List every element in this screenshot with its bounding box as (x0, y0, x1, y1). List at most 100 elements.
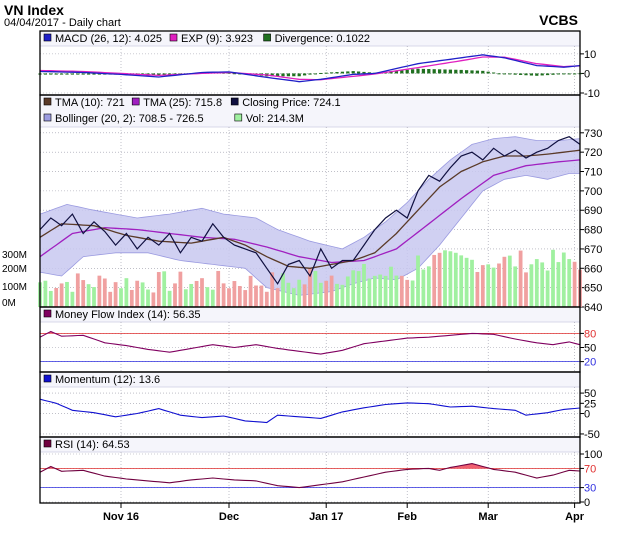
volume-bar-20 (146, 289, 150, 307)
volume-bar-28 (189, 283, 194, 307)
volume-bar-37 (237, 286, 242, 307)
divergence-bar-87 (508, 73, 512, 75)
volume-bar-62 (372, 275, 377, 307)
x-tick-label-1: Dec (219, 511, 239, 523)
y-tick-label-mfi-2: 20 (584, 357, 596, 369)
data-source: VCBS (539, 12, 578, 28)
volume-bar-3 (54, 287, 59, 307)
volume-bar-43 (270, 272, 275, 307)
y-tick-label-price-7: 660 (584, 263, 602, 275)
volume-bar-78 (459, 255, 464, 307)
y-tick-label-momentum-0: 50 (584, 388, 596, 400)
vol-tick-label-2: 100M (2, 282, 27, 293)
volume-bar-46 (286, 282, 291, 307)
volume-bar-87 (507, 255, 512, 307)
y-tick-label-rsi-3: 0 (584, 497, 590, 509)
volume-bar-57 (345, 276, 350, 307)
legend-strip-mfi (40, 307, 580, 322)
volume-bar-90 (524, 272, 528, 307)
volume-bar-29 (194, 280, 199, 307)
divergence-bar-35 (227, 72, 231, 74)
legend-label-price-0: TMA (10): 721 (55, 97, 125, 109)
divergence-bar-50 (308, 73, 312, 75)
legend-marker-macd-2 (263, 33, 271, 42)
y-tick-label-price-3: 700 (584, 186, 602, 198)
legend-marker-price-0 (43, 97, 52, 106)
divergence-bar-46 (286, 73, 291, 77)
y-tick-label-price-1: 720 (584, 147, 602, 159)
volume-bar-61 (367, 278, 372, 307)
y-tick-label-macd-1: 0 (584, 68, 590, 80)
divergence-bar-95 (551, 73, 555, 75)
volume-bar-14 (113, 282, 118, 307)
exp-line (39, 56, 581, 81)
chart-subtitle: 04/04/2017 - Daily chart (4, 17, 121, 29)
volume-bar-48 (297, 279, 302, 307)
legend-label-price-1: TMA (25): 715.8 (143, 97, 222, 109)
divergence-bar-55 (335, 72, 339, 74)
volume-bar-23 (162, 271, 167, 307)
divergence-bar-89 (518, 73, 523, 75)
volume-bar-89 (518, 250, 523, 307)
volume-bar-65 (389, 266, 393, 307)
volume-bar-35 (227, 288, 231, 307)
volume-bar-97 (561, 252, 566, 307)
panel-frame-rsi (39, 436, 581, 504)
volume-bar-26 (178, 271, 183, 307)
divergence-bar-25 (173, 73, 177, 75)
y-tick-label-momentum-1: 25 (584, 398, 596, 410)
volume-bar-82 (480, 265, 485, 307)
volume-bar-18 (135, 280, 140, 307)
divergence-bar-90 (524, 73, 528, 76)
divergence-bar-49 (302, 73, 307, 76)
legend-marker-mfi-0 (43, 309, 52, 318)
y-tick-label-mfi-0: 80 (584, 328, 596, 340)
volume-bar-70 (416, 255, 420, 307)
legend-strip-momentum (40, 372, 580, 387)
divergence-bar-79 (464, 70, 469, 74)
volume-bar-40 (254, 285, 258, 307)
legend-marker-macd-0 (43, 33, 52, 42)
legend-marker-momentum-0 (43, 374, 52, 383)
vol-tick-label-3: 0M (2, 298, 16, 309)
volume-bar-11 (97, 275, 102, 307)
volume-bar-53 (324, 280, 329, 307)
divergence-bar-3 (54, 73, 58, 75)
volume-bar-30 (200, 278, 204, 307)
y-tick-label-rsi-2: 30 (584, 483, 596, 495)
divergence-bar-72 (427, 69, 431, 74)
volume-bar-99 (572, 261, 577, 307)
volume-bar-19 (140, 282, 145, 307)
divergence-bar-57 (346, 71, 350, 74)
volume-bar-94 (545, 270, 550, 307)
legend-marker-price-3 (43, 113, 52, 122)
y-tick-label-price-5: 680 (584, 225, 602, 237)
y-tick-label-price-6: 670 (584, 244, 602, 256)
volume-bar-74 (437, 252, 442, 307)
volume-bar-58 (351, 270, 356, 307)
volume-bar-47 (291, 288, 296, 307)
tma25-line (39, 159, 581, 264)
volume-bar-21 (151, 292, 156, 307)
divergence-bar-99 (572, 73, 577, 75)
volume-bar-31 (205, 287, 210, 307)
volume-bar-68 (405, 279, 410, 307)
volume-bar-98 (567, 259, 572, 307)
divergence-bar-47 (292, 73, 296, 77)
volume-bar-63 (378, 274, 383, 307)
divergence-bar-78 (459, 69, 463, 74)
divergence-bar-97 (562, 73, 566, 75)
volume-bar-17 (129, 289, 134, 307)
divergence-bar-76 (448, 69, 453, 74)
volume-bar-6 (70, 291, 75, 307)
y-tick-label-momentum-2: 0 (584, 409, 590, 421)
momentum-line (39, 398, 581, 424)
volume-bar-95 (551, 249, 555, 307)
volume-bar-36 (232, 281, 237, 307)
divergence-bar-77 (454, 69, 458, 74)
y-tick-label-price-0: 730 (584, 128, 602, 140)
y-tick-label-price-4: 690 (584, 205, 602, 217)
divergence-bar-70 (416, 68, 420, 74)
divergence-bar-4 (59, 73, 64, 75)
bollinger-band (40, 136, 580, 296)
